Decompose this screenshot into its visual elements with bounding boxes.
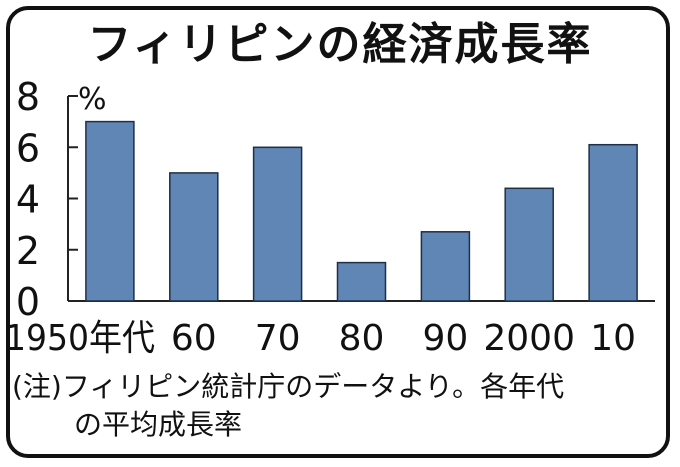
y-unit-label: % [78, 82, 107, 117]
bar-1 [169, 172, 219, 302]
bars [85, 120, 638, 302]
x-axis-labels: 1950年代 60 70 80 90 2000 10 [5, 318, 636, 359]
x-tick-label-3: 80 [339, 318, 385, 359]
x-tick-label-5: 2000 [483, 318, 575, 359]
y-tick-label: 6 [16, 126, 40, 170]
y-tick-label: 4 [16, 178, 40, 222]
y-tick-label: 0 [16, 280, 40, 324]
source-note-line-1: (注)フィリピン統計庁のデータより。各年代 [12, 370, 565, 403]
x-tick-label-4: 90 [422, 318, 468, 359]
y-tick-label: 2 [16, 229, 40, 273]
bar-2 [252, 146, 303, 302]
bar-6 [588, 143, 638, 302]
y-tick-label: 8 [16, 75, 40, 119]
bar-4 [420, 231, 471, 302]
source-note-line-2: の平均成長率 [74, 408, 243, 441]
y-axis: 0 2 4 6 8% [16, 75, 655, 324]
bar-3 [336, 261, 387, 302]
x-tick-label-0: 1950年代 [5, 318, 155, 359]
source-note: (注)フィリピン統計庁のデータより。各年代 の平均成長率 [12, 368, 662, 444]
bar-5 [504, 187, 554, 302]
x-tick-label-1: 60 [171, 318, 217, 359]
x-tick-label-2: 70 [255, 318, 301, 359]
x-tick-label-6: 10 [590, 318, 636, 359]
chart-title: フィリピンの経済成長率 [87, 19, 593, 70]
bar-0 [85, 120, 135, 302]
